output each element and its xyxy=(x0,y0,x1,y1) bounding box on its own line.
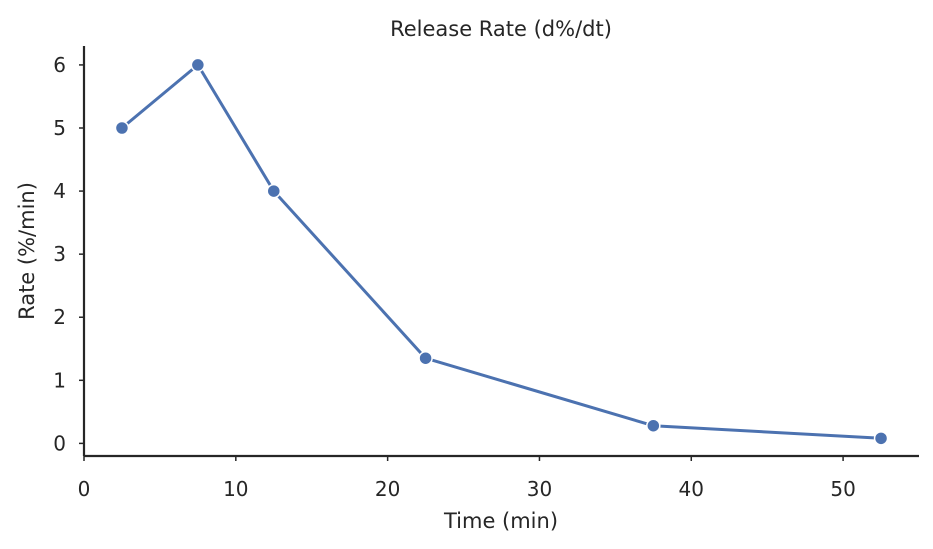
data-points xyxy=(114,57,889,446)
x-axis-label: Time (min) xyxy=(443,509,558,533)
data-point xyxy=(114,120,130,136)
y-axis-ticks: 0 1 2 3 4 5 6 xyxy=(53,53,84,455)
chart-title: Release Rate (d%/dt) xyxy=(390,17,612,41)
x-axis-ticks: 0 10 20 30 40 50 xyxy=(78,456,856,501)
data-point xyxy=(646,418,661,433)
y-tick-label: 1 xyxy=(53,368,66,392)
x-tick-label: 30 xyxy=(527,477,552,501)
data-point xyxy=(418,350,433,366)
data-point xyxy=(266,183,282,199)
y-tick-label: 2 xyxy=(53,305,66,329)
series-line xyxy=(120,63,883,440)
y-tick-label: 6 xyxy=(53,53,66,77)
data-point xyxy=(190,57,206,73)
y-tick-label: 4 xyxy=(53,179,66,203)
x-tick-label: 20 xyxy=(375,477,400,501)
x-tick-label: 50 xyxy=(830,477,855,501)
x-tick-label: 0 xyxy=(78,477,91,501)
y-tick-label: 0 xyxy=(53,431,66,455)
y-tick-label: 3 xyxy=(53,242,66,266)
x-tick-label: 10 xyxy=(223,477,248,501)
x-tick-label: 40 xyxy=(679,477,704,501)
data-point xyxy=(873,431,889,446)
y-tick-label: 5 xyxy=(53,116,66,140)
y-axis-label: Rate (%/min) xyxy=(15,182,39,320)
